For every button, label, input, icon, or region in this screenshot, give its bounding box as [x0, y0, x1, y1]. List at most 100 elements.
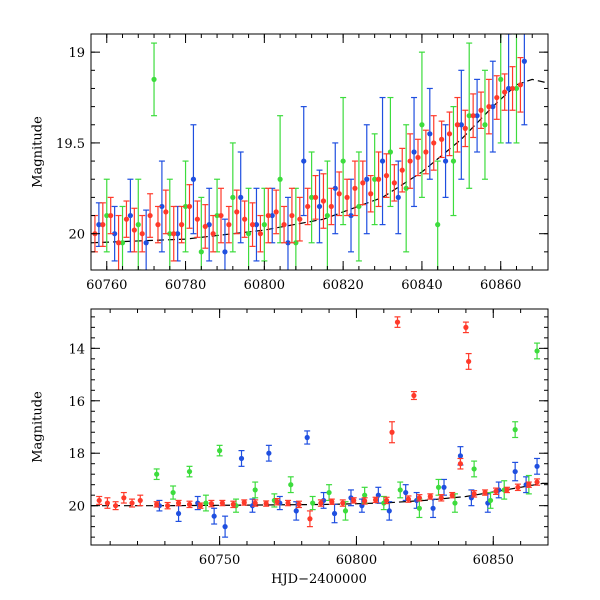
top-data-point-blue	[285, 240, 291, 246]
bottom-data-point-red	[504, 487, 510, 493]
top-x-tick-label: 60840	[401, 278, 442, 293]
bottom-data-point-green	[203, 500, 209, 506]
bottom-data-point-blue	[293, 508, 299, 514]
top-data-point-green	[466, 113, 472, 119]
top-data-point-green	[261, 222, 267, 228]
top-data-point-green	[167, 231, 173, 237]
top-data-point-red	[281, 222, 287, 228]
bottom-data-point-red	[208, 500, 215, 507]
top-data-point-red	[368, 191, 374, 197]
top-data-point-blue	[521, 58, 527, 64]
top-data-point-blue	[332, 185, 338, 191]
bottom-data-point-red	[318, 500, 324, 506]
top-data-point-red	[328, 203, 334, 210]
bottom-data-point-red	[230, 501, 236, 507]
top-data-point-red	[194, 216, 200, 222]
bottom-data-point-green	[186, 468, 193, 475]
top-data-point-red	[289, 212, 295, 219]
top-data-point-blue	[112, 231, 118, 237]
bottom-data-point-green	[217, 448, 223, 454]
bottom-data-point-blue	[266, 450, 272, 456]
top-y-tick-label: 19	[68, 46, 85, 61]
top-data-point-red	[391, 180, 397, 186]
top-data-point-green	[151, 76, 157, 82]
top-data-point-blue	[269, 212, 275, 219]
top-data-point-blue	[379, 158, 386, 164]
top-data-point-red	[399, 167, 405, 173]
top-data-point-red	[439, 136, 445, 142]
bottom-data-point-red	[471, 491, 477, 497]
bottom-plot-area	[91, 316, 548, 538]
bottom-data-point-blue	[403, 489, 409, 496]
bottom-data-point-red	[329, 499, 335, 505]
bottom-data-point-green	[342, 508, 349, 514]
top-data-point-blue	[474, 113, 480, 119]
top-data-point-blue	[301, 158, 307, 164]
top-data-point-red	[478, 107, 484, 113]
top-data-point-blue	[427, 131, 433, 137]
top-data-point-red	[265, 212, 271, 219]
bottom-data-point-red	[154, 501, 160, 507]
top-data-point-red	[486, 104, 492, 110]
bottom-data-point-green	[435, 484, 442, 490]
top-y-tick-label: 20	[68, 228, 85, 243]
bottom-data-point-blue	[375, 492, 381, 498]
bottom-data-point-red	[526, 482, 532, 488]
top-plot-area	[91, 34, 548, 270]
bottom-plot-frame	[90, 308, 549, 546]
top-data-point-red	[312, 194, 319, 200]
top-data-point-red	[423, 149, 429, 155]
top-data-point-red	[360, 180, 366, 186]
top-data-point-blue	[206, 222, 212, 228]
top-data-point-blue	[348, 212, 354, 219]
top-data-point-red	[415, 154, 421, 161]
bottom-data-point-red	[389, 429, 395, 435]
top-data-point-red	[383, 173, 390, 179]
bottom-data-point-red	[263, 500, 269, 507]
bottom-data-point-red	[438, 495, 444, 501]
bottom-data-point-red	[449, 492, 455, 498]
top-data-point-green	[435, 222, 441, 228]
bottom-data-point-red	[534, 479, 540, 485]
bottom-data-point-blue	[534, 463, 540, 469]
bottom-data-point-green	[397, 487, 403, 493]
bottom-data-point-green	[326, 489, 332, 496]
top-panel: 60760 60780 60800 60820 60840 60860 19 19.5 20 M…	[31, 33, 549, 293]
bottom-data-point-green	[452, 500, 458, 506]
top-data-point-green	[324, 212, 330, 219]
top-data-point-green	[513, 85, 520, 92]
top-data-point-red	[218, 212, 224, 219]
bottom-data-point-red	[515, 484, 521, 490]
bottom-data-point-blue	[441, 484, 447, 490]
bottom-x-axis-label: HJD−2400000	[271, 572, 367, 587]
bottom-data-point-red	[307, 516, 313, 522]
top-data-point-red	[431, 140, 437, 146]
bottom-data-point-blue	[222, 524, 228, 530]
top-data-point-blue	[490, 104, 496, 110]
top-data-point-red	[470, 113, 476, 119]
bottom-axis-ticks: 60750 60800 60850 14 16 18 20	[68, 309, 549, 568]
bottom-data-point-red	[411, 392, 417, 399]
bottom-data-point-red	[427, 493, 433, 500]
top-data-point-blue	[159, 203, 165, 210]
top-data-point-red	[352, 185, 358, 191]
top-data-point-red	[100, 222, 106, 228]
bottom-x-tick-label: 60800	[336, 553, 377, 568]
top-data-point-red	[234, 209, 240, 215]
bottom-data-point-red	[241, 499, 247, 506]
bottom-data-point-red	[394, 319, 401, 325]
bottom-data-point-red	[197, 503, 204, 509]
top-data-point-blue	[253, 222, 260, 228]
bottom-x-tick-label: 60850	[473, 553, 514, 568]
top-data-point-red	[509, 85, 516, 92]
bottom-data-point-red	[466, 358, 472, 365]
bottom-data-point-green	[512, 427, 518, 433]
top-data-point-red	[494, 94, 500, 101]
bottom-data-point-blue	[457, 453, 464, 459]
bottom-data-point-red	[274, 499, 280, 505]
top-y-axis-label: Magnitude	[31, 116, 46, 188]
top-data-point-red	[147, 212, 153, 219]
bottom-y-tick-label: 20	[68, 500, 85, 515]
top-x-tick-label: 60760	[86, 278, 127, 293]
top-data-point-red	[179, 222, 185, 228]
